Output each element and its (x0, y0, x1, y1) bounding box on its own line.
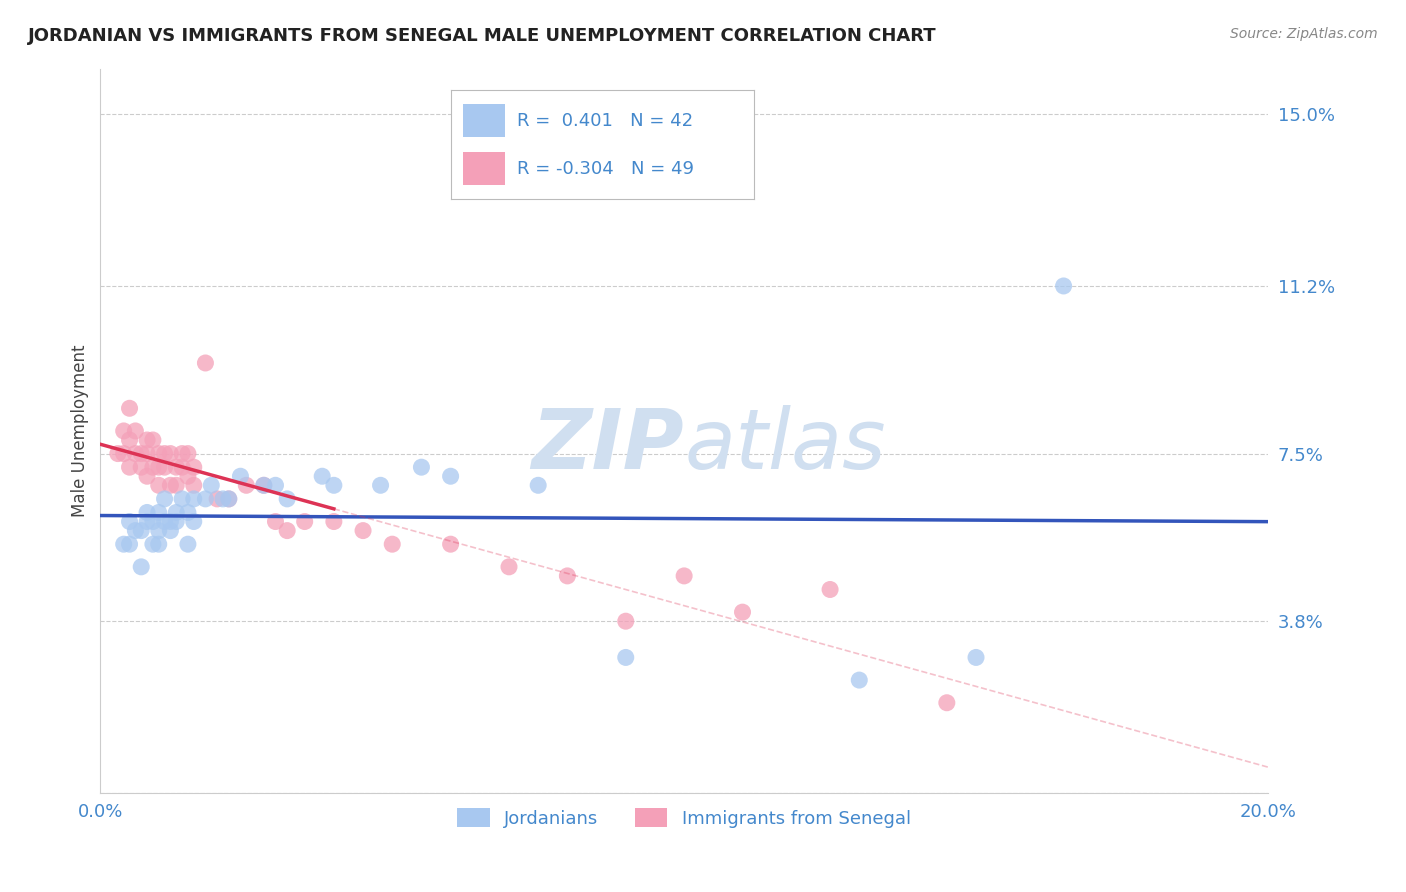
Point (212, 491, 235, 506)
Point (118, 537, 141, 551)
Point (165, 460, 187, 475)
Text: JORDANIAN VS IMMIGRANTS FROM SENEGAL MALE UNEMPLOYMENT CORRELATION CHART: JORDANIAN VS IMMIGRANTS FROM SENEGAL MAL… (28, 27, 936, 45)
Point (381, 537, 404, 551)
Point (848, 673, 870, 687)
Point (165, 506, 187, 520)
Point (118, 460, 141, 475)
Point (1052, 279, 1074, 293)
Point (112, 537, 135, 551)
Point (118, 515, 141, 529)
Point (124, 447, 146, 461)
Point (172, 447, 194, 461)
Point (124, 424, 146, 438)
Point (818, 582, 841, 597)
Point (264, 515, 287, 529)
Legend: Jordanians, Immigrants from Senegal: Jordanians, Immigrants from Senegal (450, 801, 918, 835)
Point (172, 491, 194, 506)
Point (614, 650, 637, 665)
Point (136, 515, 159, 529)
Point (148, 447, 170, 461)
Point (673, 569, 696, 583)
Point (136, 433, 159, 447)
Point (352, 524, 374, 538)
Point (107, 447, 129, 461)
Point (614, 614, 637, 628)
Point (557, 569, 579, 583)
Point (129, 460, 152, 475)
Point (235, 478, 257, 492)
Point (142, 537, 165, 551)
Point (253, 478, 276, 492)
Point (142, 460, 165, 475)
Point (183, 491, 205, 506)
Point (194, 491, 217, 506)
Point (129, 447, 152, 461)
Point (498, 559, 520, 574)
Point (229, 469, 252, 483)
Point (200, 478, 222, 492)
Point (439, 469, 461, 483)
Point (276, 491, 298, 506)
Point (276, 524, 298, 538)
Point (322, 515, 344, 529)
Point (118, 401, 141, 416)
Point (294, 515, 316, 529)
Point (177, 506, 200, 520)
Point (153, 447, 176, 461)
Point (112, 424, 135, 438)
Point (136, 469, 159, 483)
Point (177, 537, 200, 551)
Point (527, 478, 550, 492)
Point (311, 469, 333, 483)
Point (142, 515, 165, 529)
Point (153, 460, 176, 475)
Point (112, 447, 135, 461)
Y-axis label: Male Unemployment: Male Unemployment (72, 344, 89, 517)
Point (148, 478, 170, 492)
Point (731, 605, 754, 619)
Point (124, 524, 146, 538)
Point (194, 356, 217, 370)
Point (159, 447, 181, 461)
Point (148, 537, 170, 551)
Point (183, 478, 205, 492)
Point (172, 460, 194, 475)
Point (142, 433, 165, 447)
Point (129, 559, 152, 574)
Point (159, 524, 181, 538)
Text: atlas: atlas (685, 405, 886, 486)
Point (965, 650, 987, 665)
Point (183, 515, 205, 529)
Point (439, 537, 461, 551)
Point (253, 478, 276, 492)
Point (136, 447, 159, 461)
Point (264, 478, 287, 492)
Point (148, 460, 170, 475)
Point (411, 460, 433, 475)
Point (159, 515, 181, 529)
Point (165, 478, 187, 492)
Point (177, 469, 200, 483)
Point (118, 433, 141, 447)
Point (153, 491, 176, 506)
Point (148, 506, 170, 520)
Point (218, 491, 240, 506)
Point (177, 447, 200, 461)
Point (136, 506, 159, 520)
Point (129, 524, 152, 538)
Point (322, 478, 344, 492)
Point (159, 478, 181, 492)
Point (183, 460, 205, 475)
Text: Source: ZipAtlas.com: Source: ZipAtlas.com (1230, 27, 1378, 41)
Point (148, 524, 170, 538)
Point (935, 696, 957, 710)
Point (205, 491, 228, 506)
Point (165, 515, 187, 529)
Point (370, 478, 392, 492)
Text: ZIP: ZIP (531, 405, 685, 486)
Point (218, 491, 240, 506)
Point (153, 515, 176, 529)
